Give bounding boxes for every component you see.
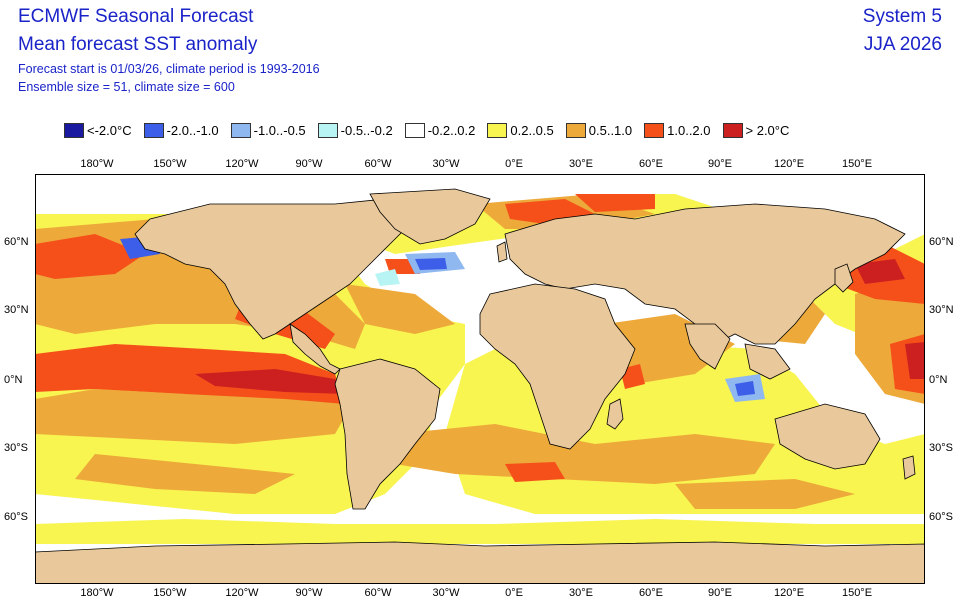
longitude-label-top: 90°E bbox=[708, 158, 732, 170]
longitude-label-bottom: 30°E bbox=[569, 587, 593, 599]
anomaly-dark-red bbox=[195, 259, 925, 394]
legend-swatch bbox=[64, 123, 84, 138]
legend-item: -0.2..0.2 bbox=[404, 123, 476, 138]
period-label: JJA 2026 bbox=[863, 34, 942, 55]
madagascar bbox=[606, 398, 624, 430]
legend-item: 1.0..2.0 bbox=[644, 123, 711, 138]
legend-item: <-2.0°C bbox=[64, 123, 132, 138]
longitude-label-bottom: 180°W bbox=[80, 587, 114, 599]
britain bbox=[496, 241, 508, 263]
longitude-label-top: 30°W bbox=[432, 158, 460, 170]
antarctica bbox=[35, 541, 925, 584]
legend-label: <-2.0°C bbox=[87, 123, 132, 138]
legend-swatch bbox=[143, 123, 164, 138]
latitude-label-right: 30°S bbox=[929, 442, 953, 454]
longitude-label-top: 90°W bbox=[295, 158, 323, 170]
longitude-label-top: 0°E bbox=[505, 158, 523, 170]
legend-item: -0.5..-0.2 bbox=[317, 123, 393, 138]
latitude-label-left: 60°S bbox=[4, 511, 28, 523]
longitude-label-top: 150°E bbox=[841, 158, 873, 170]
title-line-2: Mean forecast SST anomaly bbox=[18, 34, 258, 55]
legend-item: 0.5..1.0 bbox=[565, 123, 633, 138]
longitude-label-top: 30°E bbox=[569, 158, 593, 170]
system-label: System 5 bbox=[862, 6, 942, 27]
australia bbox=[774, 403, 881, 470]
india bbox=[684, 323, 731, 370]
central-america bbox=[289, 323, 341, 375]
latitude-label-right: 60°S bbox=[929, 511, 953, 523]
longitude-label-top: 60°E bbox=[639, 158, 663, 170]
longitude-label-top: 60°W bbox=[364, 158, 392, 170]
africa bbox=[479, 283, 636, 450]
legend-label: > 2.0°C bbox=[745, 123, 790, 138]
map-frame bbox=[35, 174, 925, 584]
latitude-label-left: 0°N bbox=[4, 374, 23, 386]
land bbox=[35, 188, 925, 584]
legend: <-2.0°C -2.0..-1.0 -1.0..-0.5 -0.5..-0.2 -0.… bbox=[64, 123, 789, 138]
forecast-start-text: Forecast start is 01/03/26, climate peri… bbox=[18, 62, 320, 76]
longitude-label-top: 150°W bbox=[153, 158, 187, 170]
legend-swatch bbox=[722, 123, 743, 138]
latitude-label-right: 0°N bbox=[929, 374, 948, 386]
latitude-label-right: 60°N bbox=[929, 236, 954, 248]
legend-label: -0.5..-0.2 bbox=[340, 123, 393, 138]
title-line-1: ECMWF Seasonal Forecast bbox=[18, 6, 254, 27]
legend-item: 0.2..0.5 bbox=[487, 123, 554, 138]
longitude-label-bottom: 0°E bbox=[505, 587, 523, 599]
legend-label: -2.0..-1.0 bbox=[166, 123, 219, 138]
legend-swatch bbox=[404, 123, 425, 138]
legend-label: 0.5..1.0 bbox=[588, 123, 633, 138]
longitude-label-top: 120°E bbox=[773, 158, 805, 170]
longitude-label-bottom: 150°W bbox=[153, 587, 187, 599]
latitude-label-left: 30°N bbox=[4, 304, 29, 316]
latitude-label-right: 30°N bbox=[929, 304, 954, 316]
legend-label: 0.2..0.5 bbox=[510, 123, 554, 138]
longitude-label-bottom: 150°E bbox=[841, 587, 873, 599]
legend-swatch bbox=[487, 123, 508, 138]
longitude-label-bottom: 120°W bbox=[225, 587, 259, 599]
legend-label: -1.0..-0.5 bbox=[253, 123, 306, 138]
sst-anomaly-map bbox=[35, 174, 925, 584]
legend-swatch bbox=[230, 123, 251, 138]
eurasia bbox=[504, 203, 906, 345]
legend-swatch bbox=[644, 123, 665, 138]
longitude-label-top: 120°W bbox=[225, 158, 259, 170]
latitude-label-left: 30°S bbox=[4, 442, 28, 454]
south-america bbox=[334, 358, 441, 510]
longitude-label-bottom: 30°W bbox=[432, 587, 460, 599]
longitude-label-bottom: 90°W bbox=[295, 587, 323, 599]
longitude-label-bottom: 120°E bbox=[773, 587, 805, 599]
longitude-label-bottom: 60°W bbox=[364, 587, 392, 599]
new-zealand bbox=[902, 455, 916, 480]
longitude-label-top: 180°W bbox=[80, 158, 114, 170]
japan bbox=[834, 263, 854, 293]
legend-label: 1.0..2.0 bbox=[667, 123, 711, 138]
legend-label: -0.2..0.2 bbox=[427, 123, 476, 138]
ensemble-size-text: Ensemble size = 51, climate size = 600 bbox=[18, 80, 235, 94]
legend-item: > 2.0°C bbox=[722, 123, 790, 138]
legend-item: -1.0..-0.5 bbox=[230, 123, 306, 138]
latitude-label-left: 60°N bbox=[4, 236, 29, 248]
legend-swatch bbox=[565, 123, 586, 138]
greenland bbox=[369, 188, 491, 245]
legend-swatch bbox=[317, 123, 338, 138]
legend-item: -2.0..-1.0 bbox=[143, 123, 219, 138]
southeast-asia bbox=[744, 343, 791, 380]
longitude-label-bottom: 60°E bbox=[639, 587, 663, 599]
longitude-label-bottom: 90°E bbox=[708, 587, 732, 599]
